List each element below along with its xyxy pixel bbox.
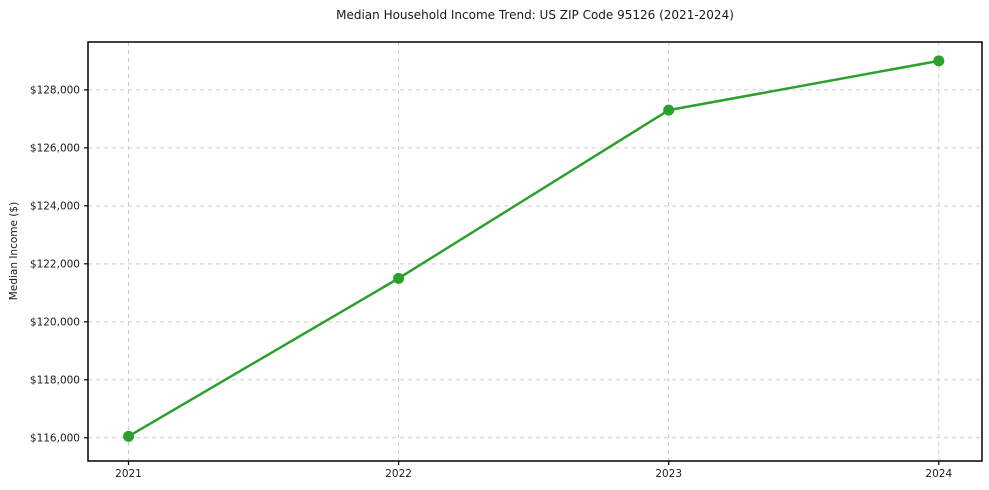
x-tick-label: 2023	[655, 468, 682, 480]
y-tick-label: $126,000	[30, 142, 80, 154]
x-tick-label: 2024	[925, 468, 952, 480]
chart-title: Median Household Income Trend: US ZIP Co…	[336, 8, 734, 22]
x-tick-label: 2022	[385, 468, 412, 480]
trend-line	[127, 59, 941, 438]
x-grid-and-ticks: 2021 2022 2023 2024	[115, 42, 952, 480]
data-point-marker	[123, 430, 135, 442]
y-tick-label: $124,000	[30, 200, 80, 212]
x-tick-label: 2021	[115, 468, 142, 480]
y-tick-label: $122,000	[30, 258, 80, 270]
y-tick-label: $116,000	[30, 432, 80, 444]
data-point-marker	[663, 104, 675, 116]
y-grid-and-ticks: $116,000 $118,000 $120,000 $122,000 $124,000…	[30, 84, 982, 444]
plot-frame	[87, 41, 983, 462]
data-point-marker	[933, 55, 945, 67]
data-points	[123, 55, 945, 442]
y-tick-label: $128,000	[30, 84, 80, 96]
y-tick-label: $120,000	[30, 316, 80, 328]
data-point-marker	[393, 272, 405, 284]
y-tick-label: $118,000	[30, 374, 80, 386]
